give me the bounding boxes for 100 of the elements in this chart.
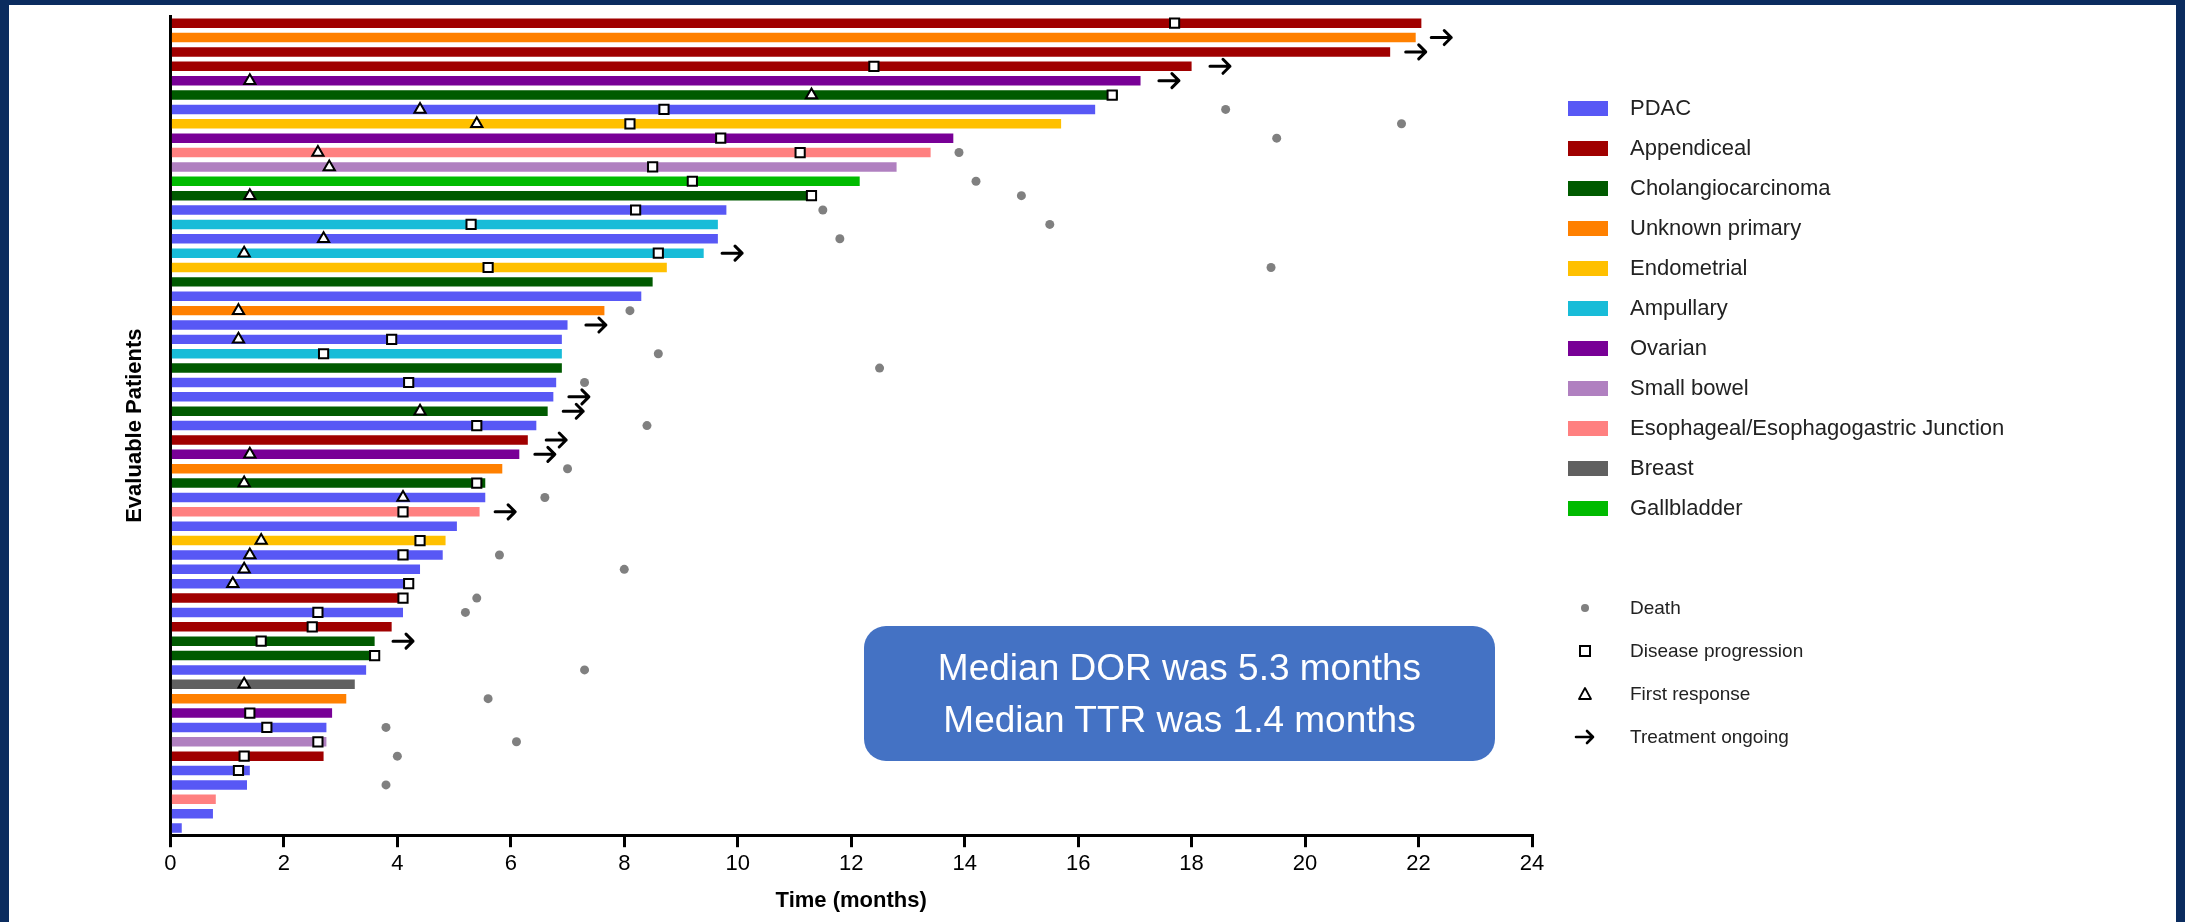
point xyxy=(1016,191,1026,201)
point xyxy=(244,707,256,719)
point xyxy=(686,175,698,187)
bar xyxy=(171,636,375,646)
point xyxy=(243,73,257,85)
point xyxy=(243,446,257,459)
bar xyxy=(171,349,562,359)
bar xyxy=(171,463,503,474)
legend-label: Treatment ongoing xyxy=(1630,725,1789,748)
point xyxy=(493,503,517,521)
bar xyxy=(171,794,216,805)
bar xyxy=(171,47,1391,57)
point xyxy=(584,316,608,334)
point xyxy=(232,764,245,777)
legend-label: PDAC xyxy=(1630,95,1692,121)
point xyxy=(237,676,251,689)
point xyxy=(237,475,251,488)
x-tick-label: 22 xyxy=(1406,850,1431,876)
point xyxy=(647,161,659,173)
bar xyxy=(171,377,557,388)
x-tick-label: 14 xyxy=(952,850,977,876)
bar xyxy=(171,392,554,402)
x-tick-label: 18 xyxy=(1179,850,1204,876)
bar xyxy=(171,162,897,172)
point xyxy=(472,593,482,603)
bar xyxy=(171,248,704,258)
bar xyxy=(171,693,347,704)
point xyxy=(413,403,427,416)
point xyxy=(875,363,885,373)
point xyxy=(540,492,550,502)
point xyxy=(465,218,477,230)
point xyxy=(804,87,819,100)
point xyxy=(392,751,402,761)
point xyxy=(243,547,257,560)
point xyxy=(561,402,585,420)
x-tick-label: 6 xyxy=(504,850,517,876)
x-tick-label: 16 xyxy=(1065,850,1091,876)
bar xyxy=(171,133,954,143)
point xyxy=(1168,17,1181,29)
point xyxy=(316,231,331,244)
bar xyxy=(171,521,457,531)
legend-label: Esophageal/Esophagogastric Junction xyxy=(1630,415,2005,441)
point xyxy=(397,549,409,561)
x-tick-label: 10 xyxy=(725,850,750,876)
legend-label: Death xyxy=(1630,596,1681,619)
point xyxy=(226,576,240,588)
legend-label: Cholangiocarcinoma xyxy=(1630,175,1831,201)
point xyxy=(243,188,257,200)
bar xyxy=(171,478,486,488)
bar xyxy=(171,104,1096,115)
point xyxy=(231,331,246,344)
bar xyxy=(171,32,1416,43)
point xyxy=(460,607,470,617)
point xyxy=(652,247,664,259)
legend-label: Disease progression xyxy=(1630,639,1804,662)
bar xyxy=(171,119,1062,129)
point xyxy=(1404,43,1428,61)
point xyxy=(317,348,330,360)
bar xyxy=(171,607,404,618)
point xyxy=(954,148,964,158)
legend-label: Breast xyxy=(1630,455,1694,481)
point xyxy=(322,159,336,172)
point xyxy=(369,649,381,662)
point xyxy=(413,101,427,114)
point xyxy=(312,736,324,748)
point xyxy=(386,333,398,345)
bar xyxy=(171,492,486,503)
point xyxy=(1045,219,1055,229)
point xyxy=(471,477,483,489)
point xyxy=(261,721,273,734)
x-tick-label: 0 xyxy=(164,850,177,876)
bar xyxy=(171,234,718,244)
point xyxy=(1208,57,1232,75)
point xyxy=(567,388,591,406)
x-tick-label: 2 xyxy=(277,850,290,876)
bar xyxy=(171,363,562,373)
point xyxy=(397,506,409,518)
legend-label: First response xyxy=(1630,682,1751,705)
point xyxy=(482,261,494,274)
point xyxy=(971,176,981,186)
legend-label: Endometrial xyxy=(1630,255,1748,281)
point xyxy=(868,60,880,72)
point xyxy=(470,116,484,129)
point xyxy=(1266,263,1276,273)
point xyxy=(483,694,493,704)
point xyxy=(835,234,845,244)
point xyxy=(237,561,251,574)
x-tick-label: 24 xyxy=(1519,850,1545,876)
point xyxy=(619,564,629,574)
point xyxy=(624,118,636,130)
x-tick-label: 4 xyxy=(391,850,404,876)
bar xyxy=(171,780,247,790)
point xyxy=(471,420,483,432)
bar xyxy=(171,737,327,747)
x-tick-label: 12 xyxy=(838,850,864,876)
point xyxy=(642,421,652,431)
bar xyxy=(171,18,1422,28)
point xyxy=(381,780,391,790)
point xyxy=(630,204,642,216)
x-axis-title: Time (months) xyxy=(775,886,927,912)
